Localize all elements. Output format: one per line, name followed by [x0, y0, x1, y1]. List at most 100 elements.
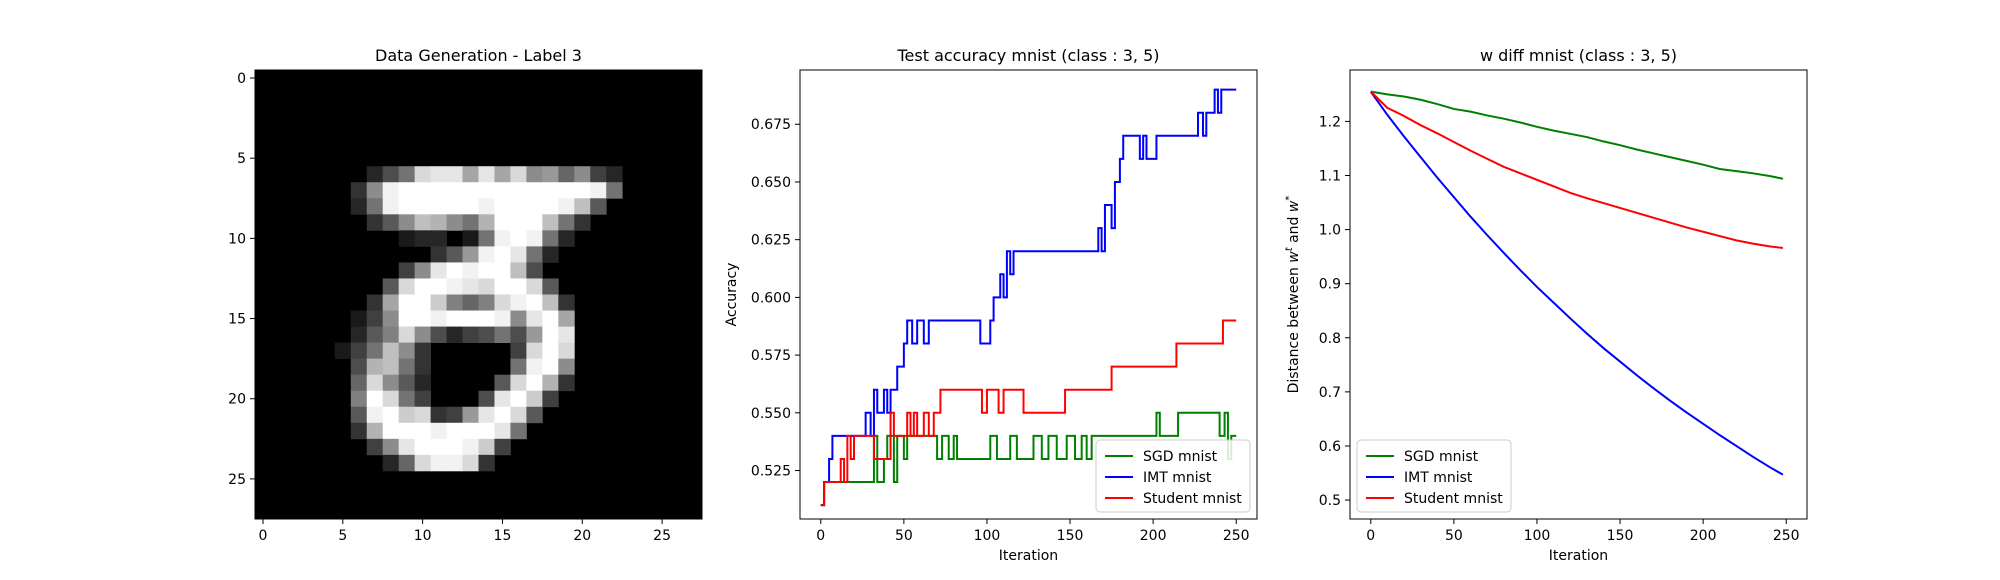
image-pixel: [350, 422, 368, 440]
image-pixel: [558, 342, 575, 360]
image-pixel: [494, 374, 511, 392]
image-pixel: [526, 390, 543, 408]
accuracy-chart: 0 50 100 150 200 250 0.525 0.550 0.575 0.600 0.625…: [724, 46, 1258, 564]
y-tick-label: 0.8: [1319, 331, 1341, 347]
image-pixel: [398, 374, 416, 392]
image-pixel: [430, 294, 447, 311]
image-pixel: [462, 262, 479, 279]
image-pixel: [510, 182, 527, 199]
image-pixel: [494, 294, 511, 311]
image-pixel: [494, 198, 511, 215]
image-pixel: [414, 374, 432, 392]
legend-box: [1356, 439, 1512, 513]
image-pixel: [526, 262, 543, 279]
image-pixel: [542, 310, 559, 327]
image-pixel: [414, 390, 432, 408]
image-pixel: [526, 374, 543, 392]
image-pixel: [414, 182, 432, 199]
image-pixel: [542, 246, 559, 263]
image-pixel: [558, 358, 575, 376]
y-tick-label: 0.6: [1319, 439, 1341, 455]
image-pixel: [526, 198, 543, 215]
math-w-t: w: [1286, 251, 1302, 263]
x-tick-label: 20: [573, 528, 591, 544]
legend-label: Student mnist: [1143, 491, 1242, 507]
image-pixel: [382, 198, 400, 215]
image-pixel: [462, 166, 479, 183]
image-pixel: [414, 326, 432, 344]
image-pixel: [382, 294, 400, 311]
image-pixel: [478, 294, 495, 311]
y-tick-label: 10: [228, 231, 246, 247]
image-pixel: [446, 454, 463, 472]
y-tick-label: 1.2: [1319, 114, 1341, 130]
image-pixel: [478, 214, 495, 231]
x-tick-label: 50: [1445, 528, 1463, 544]
image-pixel: [430, 310, 447, 327]
x-tick-label: 150: [1057, 528, 1084, 544]
image-pixel: [542, 278, 559, 295]
legend-label: SGD mnist: [1404, 449, 1479, 465]
image-pixel: [366, 198, 384, 215]
x-tick-label: 15: [494, 528, 512, 544]
math-and: and: [1286, 212, 1302, 247]
image-pixel: [478, 278, 495, 295]
image-pixel: [478, 198, 495, 215]
image-pixel: [414, 278, 432, 295]
image-pixel: [398, 454, 416, 472]
image-pixel: [494, 390, 511, 408]
image-pixel: [350, 390, 368, 408]
image-pixel: [398, 182, 416, 199]
image-pixel: [350, 374, 368, 392]
image-pixel: [398, 390, 416, 408]
image-pixel: [558, 326, 575, 344]
image-pixel: [398, 294, 416, 311]
image-pixel: [558, 310, 575, 327]
image-pixel: [414, 310, 432, 327]
image-pixel: [478, 390, 495, 408]
image-pixel: [430, 262, 447, 279]
legend: SGD mnist IMT mnist Student mnist: [1356, 439, 1512, 513]
y-tick-label: 0.5: [1319, 493, 1341, 509]
image-pixel: [526, 278, 543, 295]
chart-title: w diff mnist (class : 3, 5): [1480, 46, 1677, 65]
image-pixel: [366, 342, 384, 360]
image-pixel: [446, 262, 463, 279]
image-pixel: [414, 198, 432, 215]
image-pixel: [366, 294, 384, 311]
image-pixel: [414, 230, 432, 247]
image-pixel: [542, 390, 559, 408]
image-pixel: [446, 198, 463, 215]
image-pixel: [462, 230, 479, 247]
image-pixel: [462, 406, 479, 424]
image-pixel: [510, 198, 527, 215]
x-tick-label: 0: [816, 528, 825, 544]
image-pixel: [478, 438, 495, 456]
image-pixel: [478, 310, 495, 327]
image-pixel: [510, 278, 527, 295]
image-pixel: [462, 454, 479, 472]
image-pixel: [446, 182, 463, 199]
axes-frame: [799, 69, 1258, 520]
image-pixel: [382, 438, 400, 456]
y-tick-label: 15: [228, 312, 246, 328]
image-pixel: [414, 262, 432, 279]
y-tick-label: 0.7: [1319, 385, 1341, 401]
image-pixel: [462, 246, 479, 263]
image-pixel: [542, 182, 559, 199]
image-pixel: [526, 358, 543, 376]
y-tick-label: 0.600: [751, 290, 791, 306]
image-pixel: [350, 342, 368, 360]
image-pixel: [366, 390, 384, 408]
x-tick-label: 25: [653, 528, 671, 544]
image-pixel: [542, 230, 559, 247]
image-pixel: [462, 438, 479, 456]
image-pixel: [350, 358, 368, 376]
image-pixel: [574, 166, 591, 183]
image-pixel: [542, 358, 559, 376]
image-pixel: [542, 294, 559, 311]
image-pixel: [446, 406, 463, 424]
x-tick-label: 200: [1690, 528, 1717, 544]
x-tick-label: 0: [1366, 528, 1375, 544]
